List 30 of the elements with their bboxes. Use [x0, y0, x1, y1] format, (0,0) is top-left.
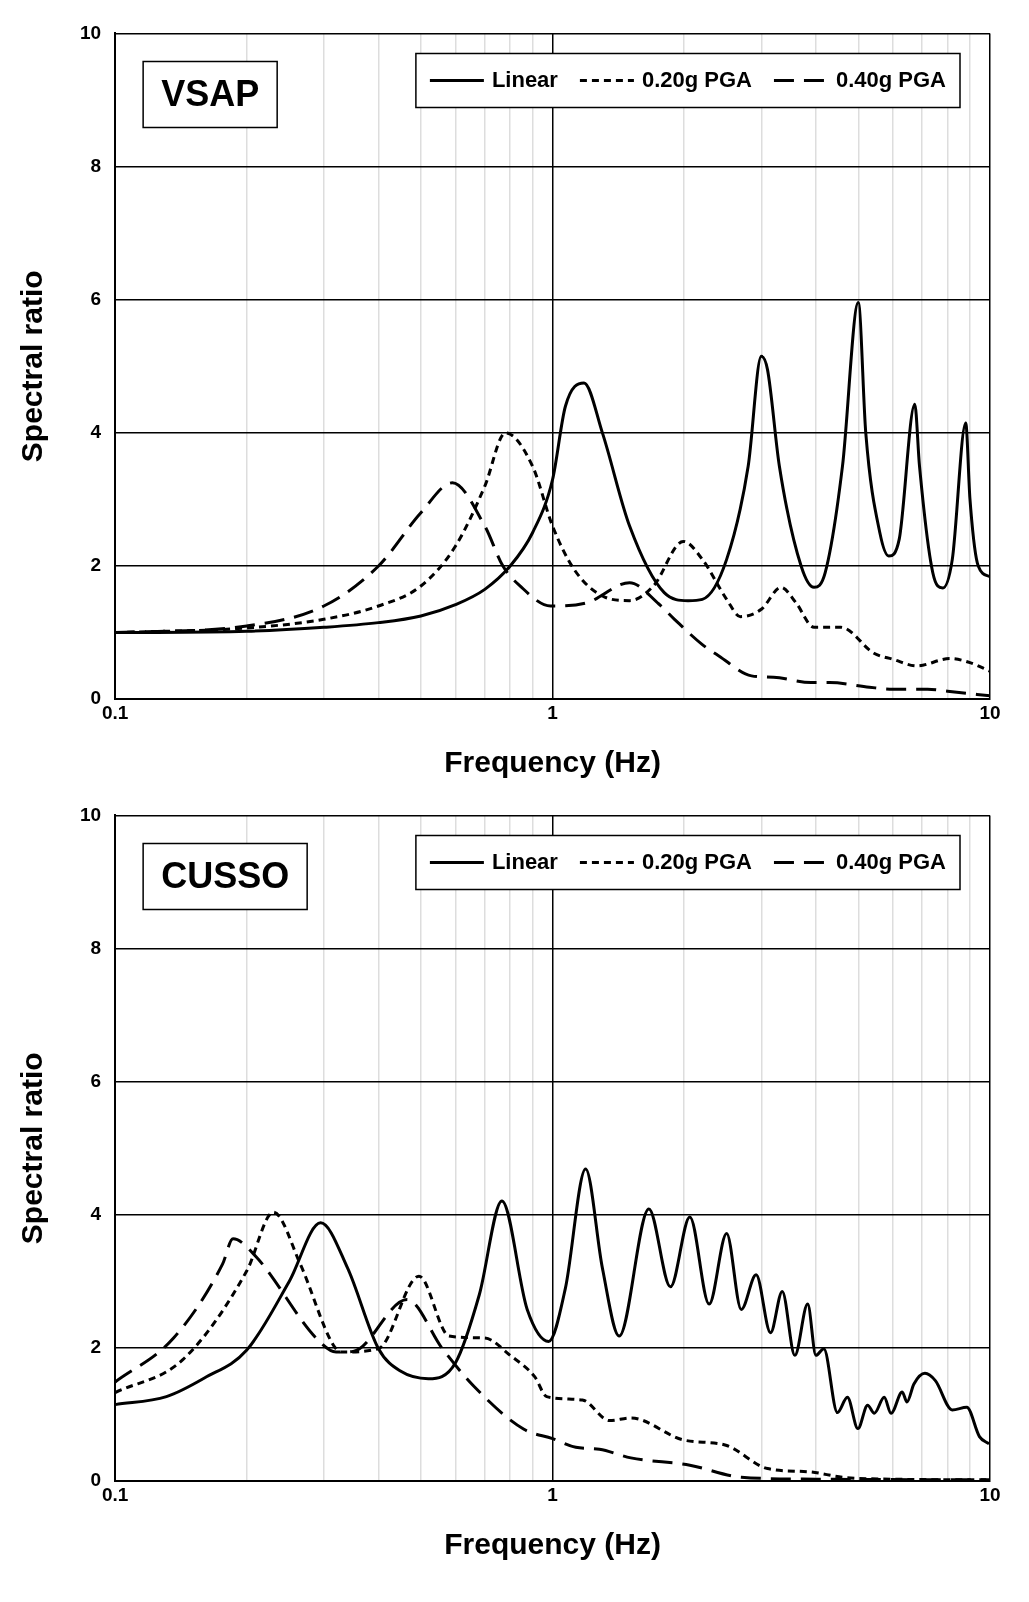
y-tick-label: 10	[79, 21, 102, 43]
legend-label: Linear	[491, 849, 559, 875]
y-tick-label: 6	[90, 287, 102, 309]
annotation: VSAP	[161, 73, 260, 115]
legend-label: 0.20g PGA	[641, 849, 753, 875]
legend-label: Linear	[491, 67, 559, 93]
y-tick-label: 8	[90, 154, 102, 176]
y-tick-label: 2	[90, 554, 102, 576]
y-axis-title: Spectral ratio	[15, 270, 49, 463]
annotation: CUSSO	[161, 855, 290, 897]
legend-label: 0.40g PGA	[835, 849, 947, 875]
x-tick-label: 1	[547, 1483, 559, 1505]
y-tick-label: 4	[90, 1203, 102, 1225]
y-tick-label: 6	[90, 1069, 102, 1091]
x-axis-title: Frequency (Hz)	[444, 745, 661, 779]
x-tick-label: 10	[979, 701, 1001, 723]
y-tick-label: 0	[90, 1469, 102, 1491]
x-tick-label: 0.1	[101, 701, 129, 723]
legend-label: 0.40g PGA	[835, 67, 947, 93]
legend-label: 0.20g PGA	[641, 67, 753, 93]
y-tick-label: 8	[90, 936, 102, 958]
x-tick-label: 1	[547, 701, 559, 723]
x-tick-label: 10	[979, 1483, 1001, 1505]
y-tick-label: 0	[90, 687, 102, 709]
x-axis-title: Frequency (Hz)	[444, 1527, 661, 1561]
x-tick-label: 0.1	[101, 1483, 129, 1505]
y-axis-title: Spectral ratio	[15, 1052, 49, 1245]
y-tick-label: 2	[90, 1336, 102, 1358]
y-tick-label: 10	[79, 803, 102, 825]
y-tick-label: 4	[90, 421, 102, 443]
